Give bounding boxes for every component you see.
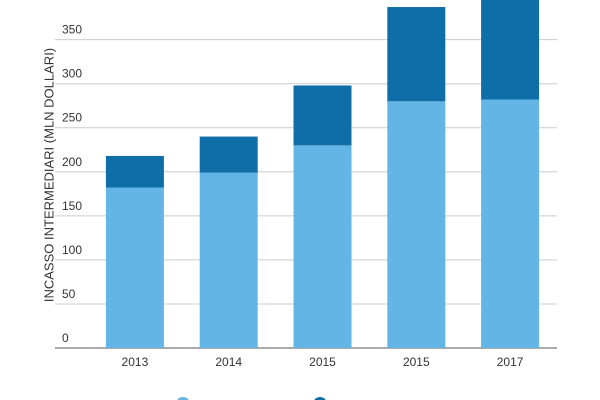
x-tick-label: 2017 — [497, 355, 524, 369]
bar-segment — [387, 7, 446, 102]
bar-segment — [481, 0, 540, 100]
x-tick-label: 2015 — [403, 355, 430, 369]
x-tick-label: 2015 — [309, 355, 336, 369]
y-axis-label: INCASSO INTERMEDIARI (MLN DOLLARI) — [41, 48, 56, 302]
y-tick-label: 100 — [62, 243, 82, 257]
bar-segment — [293, 85, 352, 146]
y-tick-label: 150 — [62, 199, 82, 213]
y-tick-label: 350 — [62, 23, 82, 37]
bar-segment — [387, 101, 446, 348]
y-tick-label: 200 — [62, 155, 82, 169]
legend-marker — [314, 397, 326, 400]
legend-marker — [177, 397, 189, 400]
bar-segment — [105, 187, 164, 348]
bar-segment — [199, 136, 258, 173]
x-tick-label: 2013 — [122, 355, 149, 369]
bar-segment — [199, 172, 258, 348]
x-tick-label: 2014 — [215, 355, 242, 369]
y-tick-label: 300 — [62, 67, 82, 81]
y-tick-label: 250 — [62, 111, 82, 125]
bar-segment — [481, 99, 540, 348]
bar-segment — [293, 145, 352, 348]
bar-segment — [105, 155, 164, 188]
y-tick-label: 50 — [62, 287, 76, 301]
y-tick-label: 0 — [62, 331, 69, 345]
